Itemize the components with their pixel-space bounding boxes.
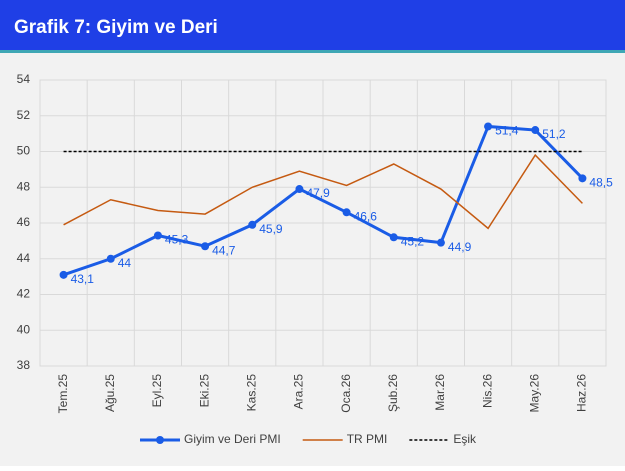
point [295, 185, 304, 194]
point [248, 220, 257, 229]
x-tick-label: Nis.26 [480, 374, 494, 408]
legend-label: Eşik [453, 432, 477, 446]
data-label: 51,2 [542, 127, 566, 141]
data-label: 44,9 [448, 240, 472, 254]
y-tick-label: 46 [17, 215, 31, 229]
y-tick-label: 54 [17, 72, 31, 86]
y-tick-label: 52 [17, 108, 31, 122]
data-label: 47,9 [306, 186, 330, 200]
y-tick-label: 48 [17, 179, 31, 193]
x-tick-label: Haz.26 [575, 374, 589, 412]
y-tick-label: 44 [17, 251, 31, 265]
data-label: 51,4 [495, 124, 519, 138]
x-tick-label: Ara.25 [292, 374, 306, 410]
point [484, 122, 493, 131]
x-tick-label: May.26 [527, 374, 541, 413]
legend-label: Giyim ve Deri PMI [184, 432, 281, 446]
point [531, 126, 540, 135]
y-tick-label: 50 [17, 144, 31, 158]
series-line [63, 153, 583, 230]
data-label: 45,9 [259, 222, 283, 236]
x-tick-label: Mar.26 [433, 374, 447, 411]
point [436, 238, 445, 247]
data-label: 45,3 [165, 233, 189, 247]
point [342, 208, 351, 217]
point [59, 270, 68, 279]
data-label: 46,6 [354, 209, 378, 223]
chart-title: Grafik 7: Giyim ve Deri [14, 17, 218, 38]
legend-marker [156, 436, 164, 444]
data-label: 45,2 [401, 234, 425, 248]
point [153, 231, 162, 240]
legend-label: TR PMI [347, 432, 388, 446]
point [201, 242, 210, 251]
header-rule [0, 50, 625, 53]
x-tick-label: Şub.26 [386, 374, 400, 412]
x-tick-label: Eki.25 [197, 374, 211, 408]
data-label: 44 [118, 256, 132, 270]
y-tick-label: 38 [17, 358, 31, 372]
data-label: 44,7 [212, 243, 236, 257]
x-tick-label: Ağu.25 [103, 374, 117, 412]
data-label: 48,5 [589, 175, 613, 189]
point [389, 233, 398, 242]
x-tick-label: Tem.25 [56, 374, 70, 414]
header [0, 0, 625, 50]
series-line [63, 124, 584, 277]
point [106, 254, 115, 263]
data-label: 43,1 [71, 272, 95, 286]
x-tick-label: Oca.26 [339, 374, 353, 413]
y-tick-label: 42 [17, 287, 31, 301]
y-tick-label: 40 [17, 322, 31, 336]
x-tick-label: Kas.25 [244, 374, 258, 412]
point [578, 174, 587, 183]
x-tick-label: Eyl.25 [150, 374, 164, 408]
